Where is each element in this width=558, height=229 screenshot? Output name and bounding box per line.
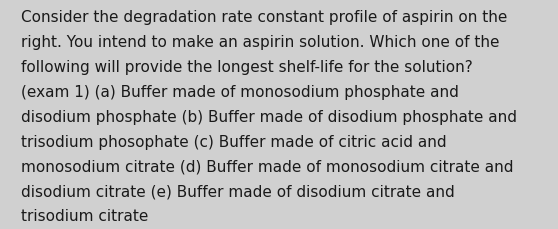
Text: monosodium citrate (d) Buffer made of monosodium citrate and: monosodium citrate (d) Buffer made of mo… xyxy=(21,159,514,174)
Text: disodium citrate (e) Buffer made of disodium citrate and: disodium citrate (e) Buffer made of diso… xyxy=(21,183,455,198)
Text: right. You intend to make an aspirin solution. Which one of the: right. You intend to make an aspirin sol… xyxy=(21,35,500,50)
Text: Consider the degradation rate constant profile of aspirin on the: Consider the degradation rate constant p… xyxy=(21,10,508,25)
Text: trisodium phosophate (c) Buffer made of citric acid and: trisodium phosophate (c) Buffer made of … xyxy=(21,134,447,149)
Text: disodium phosphate (b) Buffer made of disodium phosphate and: disodium phosphate (b) Buffer made of di… xyxy=(21,109,517,124)
Text: following will provide the longest shelf-life for the solution?: following will provide the longest shelf… xyxy=(21,60,473,75)
Text: (exam 1) (a) Buffer made of monosodium phosphate and: (exam 1) (a) Buffer made of monosodium p… xyxy=(21,85,459,99)
Text: trisodium citrate: trisodium citrate xyxy=(21,208,148,223)
